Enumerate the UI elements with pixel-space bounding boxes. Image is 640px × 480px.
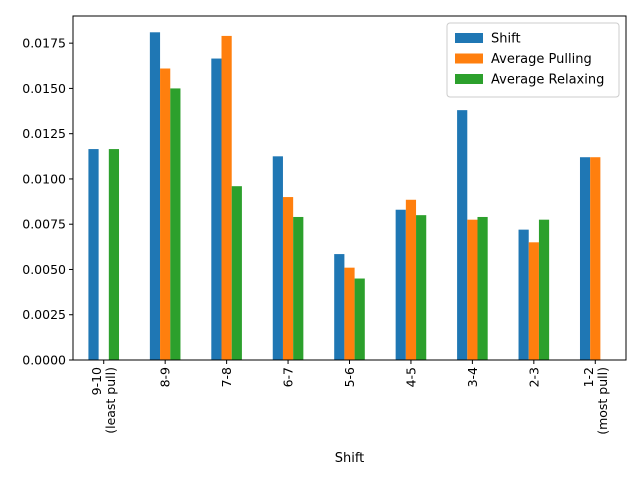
y-tick-label: 0.0125 (22, 126, 66, 141)
bar-average-pulling-2 (221, 35, 232, 360)
x-tick-label: 7-8 (219, 367, 234, 387)
y-tick-label: 0.0075 (22, 217, 66, 232)
y-tick-label: 0.0025 (22, 307, 66, 322)
bar-average-pulling-3 (282, 197, 294, 360)
bar-average-relaxing-0 (108, 149, 120, 360)
bar-average-pulling-5 (405, 199, 417, 360)
bar-shift-4 (334, 254, 345, 360)
bar-average-relaxing-1 (170, 88, 181, 360)
x-axis-title: Shift (335, 451, 365, 466)
bar-average-relaxing-7 (538, 219, 550, 360)
bar-shift-7 (518, 229, 529, 360)
bar-average-relaxing-6 (477, 216, 488, 360)
bar-shift-0 (88, 149, 99, 360)
bar-average-pulling-8 (590, 157, 601, 360)
bar-shift-6 (457, 110, 468, 360)
x-tick-label: 4-5 (403, 367, 418, 387)
x-tick-label: 5-6 (342, 367, 357, 387)
legend-label: Average Pulling (491, 52, 592, 67)
x-tick-label-line: 2-3 (526, 367, 541, 387)
x-tick-label-line: 6-7 (281, 367, 296, 387)
legend: Shift Average Pulling Average Relaxing (446, 22, 620, 98)
y-tick-label: 0.0100 (22, 171, 66, 186)
bar-shift-2 (211, 58, 222, 361)
x-axis: 9-10(least pull) 8-9 7-8 6-7 5-6 4-5 3-4 2-3 1-2… (89, 360, 610, 435)
x-tick-label-line: 1-2 (581, 367, 596, 387)
legend-label: Shift (491, 32, 521, 47)
y-axis: 0.0000 0.0025 0.0050 0.0075 0.0100 0.0125 0.01… (22, 36, 73, 368)
x-tick-label-line: 8-9 (158, 367, 173, 387)
plot-frame (72, 15, 627, 361)
x-tick-label: 2-3 (526, 367, 541, 387)
bar-shift-1 (149, 32, 161, 360)
bar-average-relaxing-3 (293, 216, 304, 360)
y-tick-label: 0.0050 (22, 262, 66, 277)
bar-average-relaxing-2 (231, 186, 242, 360)
y-tick-label: 0.0150 (22, 81, 66, 96)
bar-average-relaxing-4 (354, 278, 365, 360)
x-tick-label: 9-10(least pull) (89, 367, 118, 434)
y-tick-label: 0.0000 (22, 353, 66, 368)
x-tick-label: 6-7 (281, 367, 296, 387)
x-tick-label-line: 7-8 (219, 367, 234, 387)
x-tick-label-line: (least pull) (103, 367, 118, 434)
x-tick-label-line: 3-4 (465, 367, 480, 387)
legend-label: Average Relaxing (491, 73, 604, 88)
bar-average-pulling-1 (160, 68, 171, 361)
bar-average-pulling-6 (467, 219, 478, 360)
x-tick-label-line: 4-5 (403, 367, 418, 387)
y-tick-label: 0.0175 (22, 36, 66, 51)
x-tick-label: 8-9 (158, 367, 173, 387)
bar-shift-3 (272, 156, 283, 360)
legend-swatch (455, 53, 483, 64)
x-tick-label-line: 9-10 (89, 367, 104, 395)
bar-average-pulling-4 (344, 267, 355, 360)
x-tick-label-line: 5-6 (342, 367, 357, 387)
x-tick-label: 3-4 (465, 367, 480, 387)
legend-swatch (455, 33, 483, 43)
bar-average-pulling-7 (528, 242, 539, 360)
x-tick-label-line: (most pull) (595, 367, 610, 435)
bar-shift-5 (395, 209, 406, 360)
bar-shift-8 (579, 157, 591, 360)
bar-average-relaxing-5 (416, 215, 427, 360)
legend-swatch (455, 74, 483, 84)
legend-box (446, 22, 620, 98)
bars-group (88, 32, 601, 361)
x-tick-label: 1-2(most pull) (581, 367, 610, 435)
